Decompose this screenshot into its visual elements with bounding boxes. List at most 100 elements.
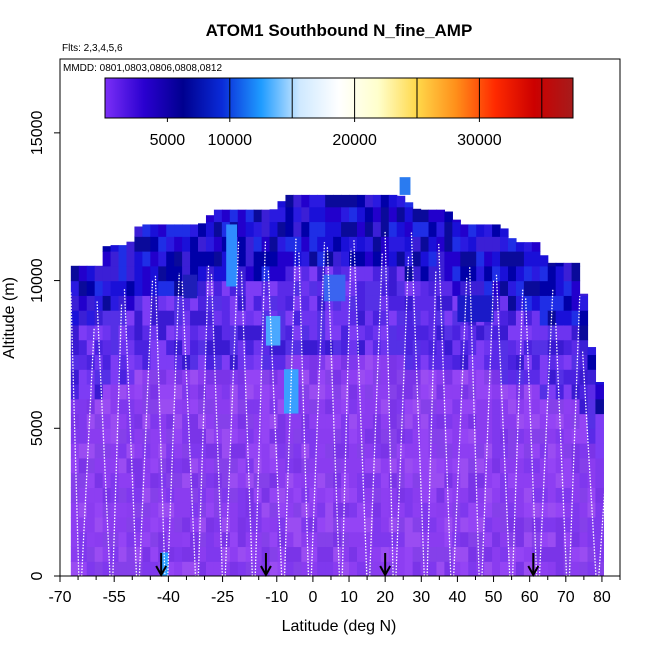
heatmap-cell bbox=[356, 236, 366, 252]
heatmap-cell bbox=[213, 310, 223, 326]
heatmap-cell bbox=[492, 280, 501, 296]
heatmap-cell bbox=[333, 206, 342, 223]
heatmap-cell bbox=[221, 502, 231, 518]
heatmap-cell bbox=[428, 209, 438, 223]
heatmap-cell bbox=[452, 280, 461, 296]
heatmap-cell bbox=[523, 265, 533, 282]
heatmap-cell bbox=[420, 428, 430, 444]
heatmap-cell bbox=[428, 457, 438, 474]
heatmap-cell bbox=[198, 310, 207, 326]
heatmap-cell bbox=[349, 531, 358, 548]
profile-line bbox=[112, 304, 123, 576]
heatmap-cell bbox=[460, 224, 469, 237]
heatmap-cell bbox=[182, 457, 191, 474]
heatmap-cell bbox=[134, 561, 143, 576]
heatmap-cell bbox=[301, 443, 310, 459]
heatmap-cell bbox=[86, 369, 96, 385]
heatmap-cell bbox=[190, 457, 199, 474]
heatmap-cell bbox=[126, 443, 136, 459]
heatmap-cell bbox=[150, 516, 159, 533]
heatmap-cell bbox=[500, 295, 509, 311]
heatmap-cell bbox=[341, 251, 350, 267]
heatmap-cell bbox=[333, 324, 342, 341]
heatmap-cell bbox=[380, 443, 390, 459]
heatmap-cell bbox=[388, 280, 398, 296]
heatmap-cell bbox=[436, 236, 446, 252]
heatmap-cell bbox=[484, 224, 493, 237]
heatmap-cell bbox=[539, 369, 549, 385]
heatmap-cell bbox=[174, 280, 183, 296]
heatmap-cell bbox=[221, 339, 231, 356]
heatmap-cell bbox=[444, 280, 453, 296]
heatmap-cell bbox=[412, 310, 422, 326]
heatmap-cell bbox=[492, 224, 501, 237]
heatmap-cell bbox=[245, 369, 255, 385]
heatmap-cell bbox=[142, 383, 151, 400]
heatmap-cell bbox=[547, 383, 557, 400]
heatmap-cell bbox=[293, 324, 302, 341]
heatmap-cell bbox=[555, 383, 565, 400]
heatmap-cell bbox=[452, 310, 461, 326]
heatmap-cell bbox=[412, 236, 422, 252]
heatmap-cell bbox=[452, 265, 461, 282]
heatmap-cell bbox=[174, 428, 183, 444]
heatmap-cell bbox=[325, 487, 334, 503]
heatmap-cell bbox=[277, 369, 287, 385]
heatmap-cell bbox=[571, 413, 581, 429]
heatmap-cell bbox=[94, 265, 104, 282]
heatmap-cell bbox=[571, 295, 581, 311]
heatmap-cell bbox=[277, 516, 287, 533]
heatmap-cell bbox=[420, 383, 430, 400]
heatmap-cell bbox=[277, 457, 287, 474]
heatmap-cell bbox=[420, 280, 430, 296]
heatmap-cell bbox=[333, 339, 342, 356]
heatmap-cell bbox=[349, 280, 358, 296]
heatmap-cell bbox=[158, 413, 167, 429]
heatmap-cell bbox=[277, 428, 287, 444]
heatmap-cell bbox=[547, 546, 557, 562]
heatmap-cell bbox=[484, 487, 493, 503]
heatmap-cell bbox=[341, 236, 350, 252]
heatmap-cell bbox=[452, 516, 461, 533]
heatmap-cell bbox=[436, 369, 446, 385]
heatmap-cell bbox=[523, 413, 533, 429]
heatmap-cell bbox=[293, 251, 302, 267]
heatmap-cell bbox=[404, 487, 414, 503]
heatmap-cell bbox=[404, 202, 414, 208]
heatmap-cell bbox=[221, 398, 231, 415]
heatmap-cell bbox=[126, 369, 136, 385]
heatmap-cell bbox=[579, 487, 589, 503]
heatmap-cell bbox=[404, 354, 414, 370]
heatmap-cell bbox=[182, 251, 191, 267]
heatmap-cell bbox=[261, 209, 271, 223]
heatmap-cell bbox=[380, 221, 390, 237]
heatmap-cell bbox=[364, 221, 374, 237]
heatmap-cell bbox=[78, 487, 88, 503]
heatmap-cell bbox=[134, 251, 143, 267]
heatmap-cell bbox=[579, 339, 589, 356]
heatmap-cell bbox=[213, 457, 223, 474]
heatmap-cell bbox=[213, 516, 223, 533]
profile-line bbox=[581, 351, 597, 576]
heatmap-cell bbox=[317, 531, 326, 548]
heatmap-cell bbox=[158, 236, 167, 252]
heatmap-cell bbox=[444, 236, 453, 252]
heatmap-cell bbox=[126, 324, 136, 341]
heatmap-cell bbox=[317, 443, 326, 459]
heatmap-cell bbox=[293, 443, 302, 459]
heatmap-cell bbox=[563, 383, 573, 400]
heatmap-cell bbox=[309, 206, 318, 223]
heatmap-cell bbox=[388, 516, 398, 533]
heatmap-cell bbox=[404, 310, 414, 326]
heatmap-cell bbox=[428, 502, 438, 518]
heatmap-cell bbox=[492, 369, 501, 385]
heatmap-cell bbox=[412, 280, 422, 296]
heatmap-cell bbox=[134, 369, 143, 385]
heatmap-cell bbox=[523, 457, 533, 474]
heatmap-cell bbox=[237, 310, 247, 326]
heatmap-cell bbox=[460, 443, 469, 459]
heatmap-cell bbox=[301, 369, 310, 385]
heatmap-cell bbox=[349, 516, 358, 533]
heatmap-cell bbox=[86, 398, 96, 415]
